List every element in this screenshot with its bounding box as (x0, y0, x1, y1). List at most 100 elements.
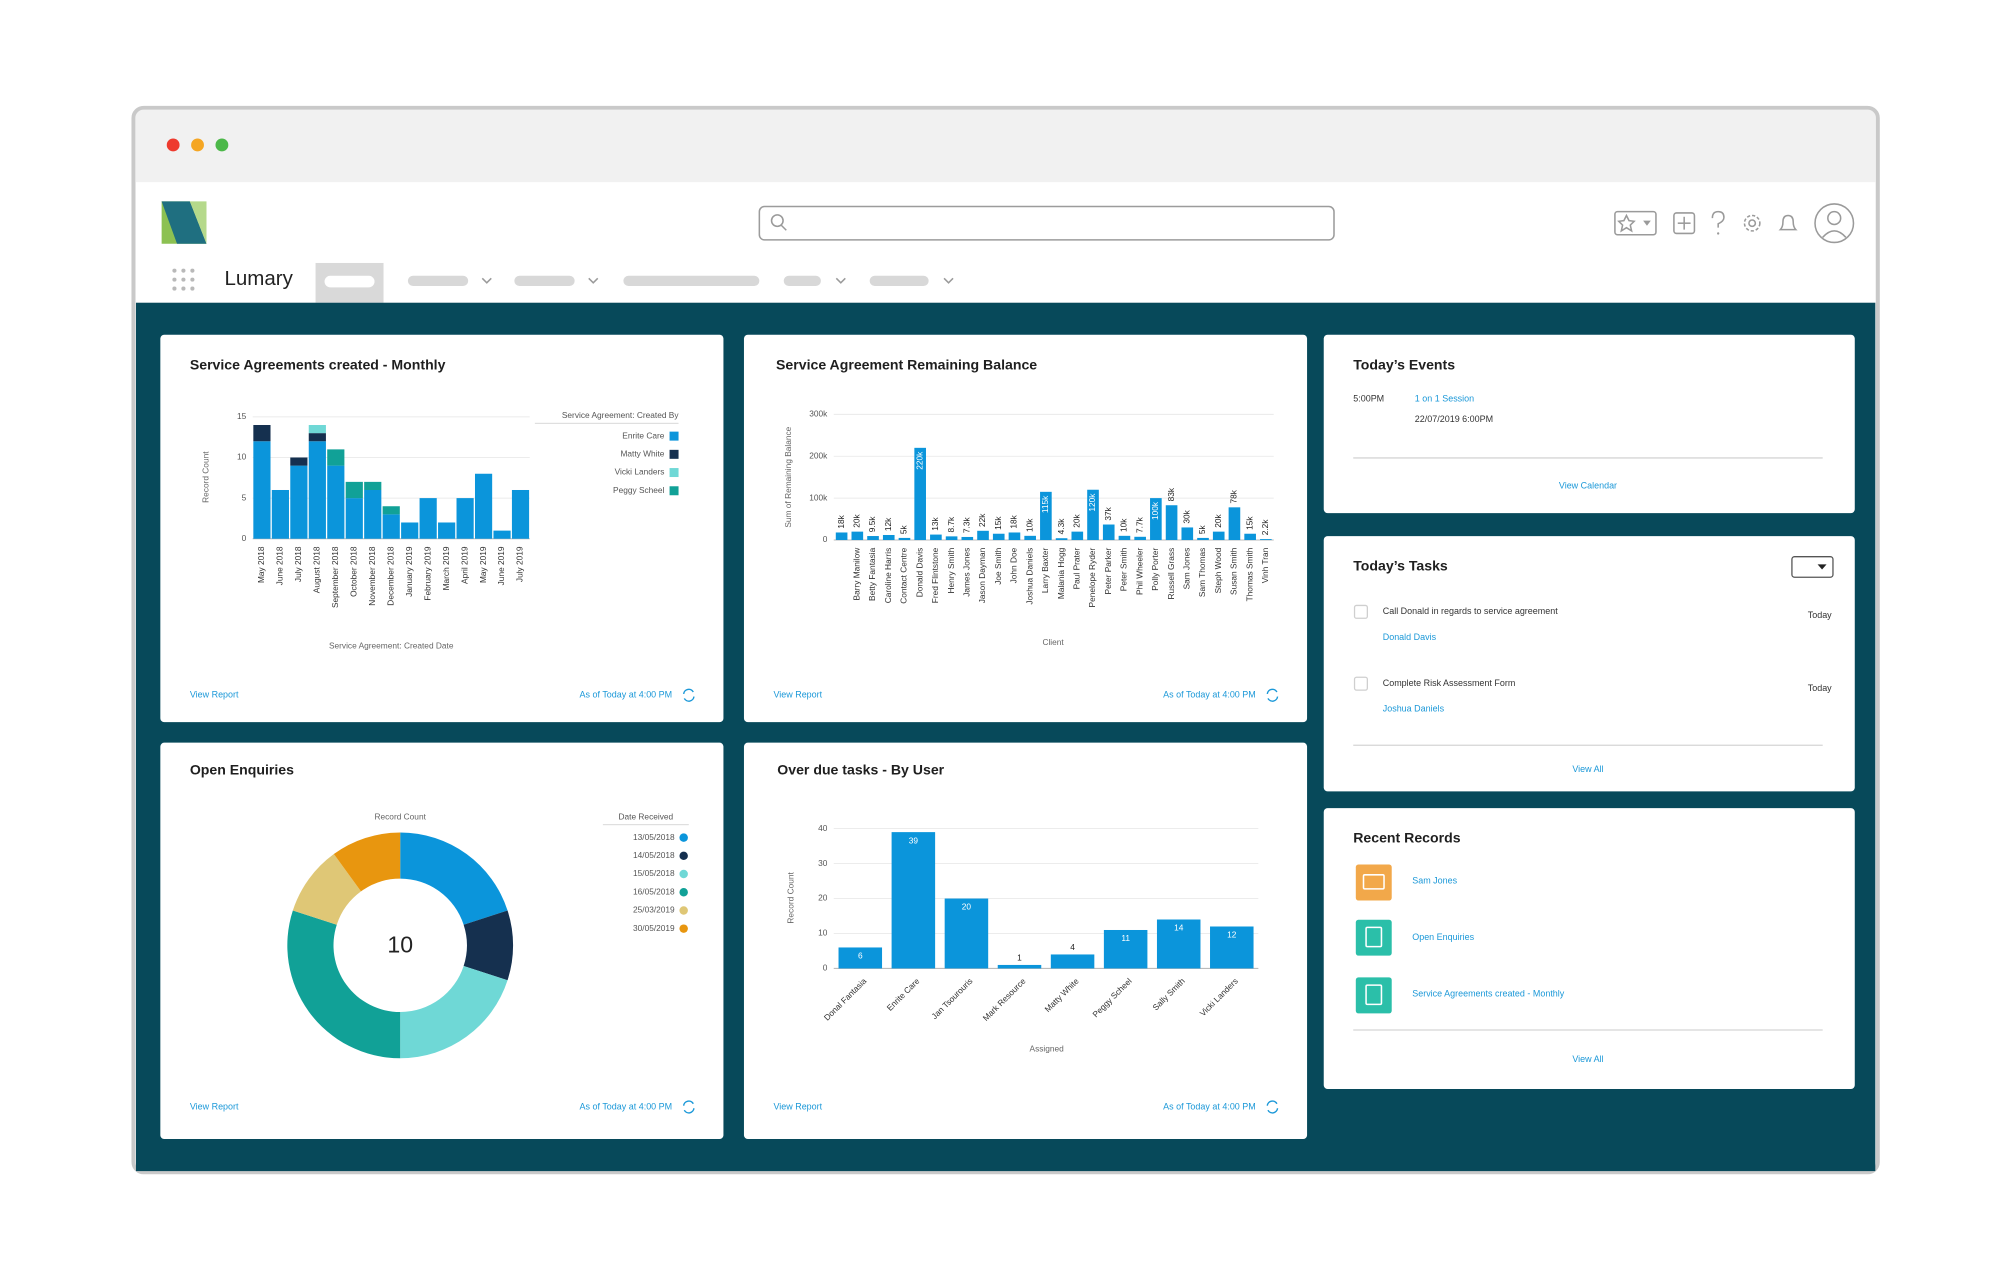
legend-swatch (679, 906, 688, 915)
maximize-dot[interactable] (215, 138, 229, 152)
card-title: Over due tasks - By User (777, 762, 944, 778)
record-icon (1355, 977, 1392, 1014)
x-tick-label: October 2018 (348, 546, 358, 597)
recent-record-link[interactable]: Sam Jones (1412, 876, 1457, 886)
x-tick-label: April 2019 (459, 546, 469, 584)
legend-swatch (669, 431, 679, 441)
x-tick-label: Peter Parker (1103, 547, 1113, 594)
bar (1050, 954, 1095, 969)
y-axis-title: Record Count (786, 872, 796, 924)
data-label: 30k (1181, 509, 1191, 523)
donut-slice (463, 910, 514, 981)
nav-tab[interactable] (623, 275, 760, 287)
task-due: Today (1808, 610, 1832, 620)
card-title: Recent Records (1353, 830, 1460, 846)
task-due: Today (1808, 683, 1832, 693)
x-tick-label: Vinh Tran (1260, 547, 1270, 583)
view-report-link[interactable]: View Report (773, 690, 822, 700)
tasks-filter-dropdown[interactable] (1791, 556, 1834, 578)
x-tick-label: Henry Smith (946, 547, 956, 593)
nav-chevron (943, 277, 954, 284)
logo[interactable] (161, 201, 207, 244)
view-report-link[interactable]: View Report (773, 1101, 822, 1111)
view-all-link[interactable]: View All (1572, 1054, 1603, 1064)
x-tick-label: John Doe (1009, 547, 1019, 583)
bar (253, 441, 271, 539)
app-launcher[interactable] (172, 268, 195, 291)
report-card (743, 742, 1308, 1140)
bar (474, 473, 493, 539)
bar (1118, 535, 1131, 541)
donut-slice (287, 910, 401, 1059)
nav-tab[interactable] (514, 275, 575, 287)
legend-swatch (669, 449, 679, 459)
x-tick-label: Malania Hogg (1056, 547, 1066, 599)
donut-slice (333, 832, 401, 892)
donut-slice (400, 965, 508, 1059)
recent-record-link[interactable]: Open Enquiries (1412, 932, 1474, 942)
favorites-caret (1643, 220, 1651, 226)
y-axis-title: Record Count (201, 451, 211, 503)
refresh-status: As of Today at 4:00 PM (580, 1101, 673, 1111)
nav-tab[interactable] (783, 275, 821, 287)
recent-record-link[interactable]: Service Agreements created - Monthly (1412, 988, 1565, 998)
nav-tab[interactable] (407, 275, 469, 287)
refresh-button[interactable] (1266, 688, 1279, 702)
task-checkbox[interactable] (1353, 604, 1368, 619)
y-tick-label: 10 (237, 452, 247, 462)
view-all-link[interactable]: View All (1572, 764, 1603, 774)
bar (327, 465, 345, 539)
new-button[interactable] (1673, 212, 1696, 235)
x-tick-label: Thomas Smith (1244, 547, 1254, 601)
data-label: 9.5k (867, 516, 877, 533)
legend-label: 25/03/2019 (633, 905, 675, 915)
card-title: Service Agreements created - Monthly (190, 356, 446, 372)
nav-tab[interactable] (869, 275, 929, 287)
record-icon (1355, 919, 1392, 956)
event-link[interactable]: 1 on 1 Session (1415, 393, 1474, 403)
app-header (135, 182, 1876, 303)
refresh-button[interactable] (682, 1100, 695, 1114)
refresh-button[interactable] (1266, 1100, 1279, 1114)
task-checkbox[interactable] (1353, 676, 1368, 691)
y-tick-label: 0 (823, 534, 828, 544)
donut-slice (292, 854, 361, 925)
legend-swatch (669, 468, 679, 478)
minimize-dot[interactable] (191, 138, 204, 152)
bar (930, 534, 942, 541)
data-label: 10k (1119, 518, 1129, 532)
notifications-button[interactable] (1778, 214, 1798, 231)
bar (382, 514, 400, 539)
bar (851, 531, 864, 541)
data-label: 7.7k (1134, 516, 1144, 533)
logo-leaf-light (189, 201, 207, 244)
refresh-button[interactable] (682, 688, 695, 702)
view-calendar-link[interactable]: View Calendar (1559, 481, 1617, 491)
donut-total: 10 (387, 932, 413, 958)
settings-button[interactable] (1743, 214, 1761, 232)
close-dot[interactable] (166, 138, 180, 152)
search-box[interactable] (758, 205, 1335, 241)
refresh-status: As of Today at 4:00 PM (580, 690, 673, 700)
card-title: Open Enquiries (190, 762, 294, 778)
data-label: 15k (1244, 516, 1254, 530)
view-report-link[interactable]: View Report (190, 1101, 239, 1111)
contact-card-glyph (1362, 874, 1385, 890)
avatar[interactable] (1814, 203, 1855, 244)
x-tick-label: May 2018 (256, 546, 266, 583)
y-tick-label: 300k (809, 409, 828, 419)
view-report-link[interactable]: View Report (190, 690, 239, 700)
help-dot (1717, 232, 1720, 235)
help-button[interactable] (1711, 210, 1725, 228)
bar (1071, 531, 1084, 541)
bar (914, 447, 926, 541)
favorites-button[interactable] (1614, 210, 1657, 236)
task-contact-link[interactable]: Joshua Daniels (1383, 704, 1445, 714)
star-icon (1617, 213, 1636, 233)
x-axis-title: Client (1042, 637, 1064, 647)
task-contact-link[interactable]: Donald Davis (1383, 632, 1437, 642)
data-label: 6 (858, 951, 863, 961)
data-label: 20k (852, 514, 862, 528)
dropdown-caret (1817, 564, 1827, 570)
